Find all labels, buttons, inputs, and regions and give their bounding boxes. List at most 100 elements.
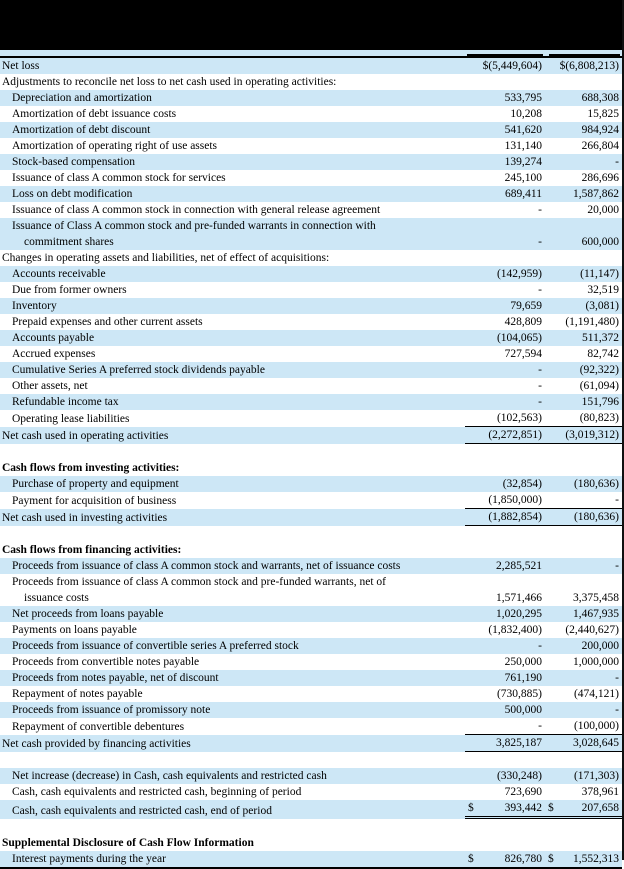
row-label: Issuance of class A common stock for ser… — [12, 172, 226, 184]
amount-cell-col2 — [545, 250, 622, 266]
amount-value: 131,140 — [504, 140, 542, 152]
amount-cell-col1: 533,795 — [465, 90, 545, 106]
amount-value: (80,823) — [579, 412, 619, 424]
amount-cell-col2 — [545, 542, 622, 558]
amount-cell-col1: (142,959) — [465, 266, 545, 282]
amount-cell-col1: 1,571,466 — [465, 590, 545, 606]
amount-cell-col2: 3,375,458 — [545, 590, 622, 606]
dollar-sign: $ — [468, 802, 474, 814]
row-label: Cash, cash equivalents and restricted ca… — [12, 805, 272, 817]
amount-cell-col2: 20,000 — [545, 202, 622, 218]
amount-cell-col2: $1,552,313 — [545, 851, 622, 867]
row-label: Accrued expenses — [12, 348, 96, 360]
amount-cell-col1: 761,190 — [465, 670, 545, 686]
table-row: Adjustments to reconcile net loss to net… — [0, 74, 622, 90]
row-label: Adjustments to reconcile net loss to net… — [2, 76, 337, 88]
amount-value: - — [538, 396, 542, 408]
amount-cell-col2: - — [545, 670, 622, 686]
amount-cell-col2: (1,191,480) — [545, 314, 622, 330]
spacer-row — [0, 819, 622, 835]
amount-value: - — [538, 380, 542, 392]
amount-cell-col2: 984,924 — [545, 122, 622, 138]
row-label: Due from former owners — [12, 284, 127, 296]
amount-cell-col1: $393,442 — [465, 800, 545, 819]
amount-value: (171,303) — [573, 770, 619, 782]
amount-value: (2,272,851) — [488, 429, 542, 441]
table-row: Loss on debt modification 689,411 1,587,86… — [0, 186, 622, 202]
dollar-sign: $ — [548, 802, 554, 814]
amount-cell-col2: 600,000 — [545, 234, 622, 250]
amount-value: 727,594 — [504, 348, 542, 360]
row-label: Amortization of debt issuance costs — [12, 108, 177, 120]
amount-value: - — [615, 672, 619, 684]
amount-value: (3,019,312) — [565, 429, 619, 441]
amount-cell-col2: (92,322) — [545, 362, 622, 378]
amount-value: 1,552,313 — [573, 853, 619, 865]
amount-value: (32,854) — [502, 478, 542, 490]
table-row: Other assets, net - (61,094) — [0, 378, 622, 394]
row-label: Changes in operating assets and liabilit… — [2, 252, 330, 264]
amount-cell-col2: - — [545, 558, 622, 574]
row-label: Prepaid expenses and other current asset… — [12, 316, 203, 328]
amount-value: (1,882,854) — [488, 511, 542, 523]
amount-value: (474,121) — [573, 688, 619, 700]
table-row: Net cash used in investing activities (1,… — [0, 509, 622, 526]
amount-value: (1,191,480) — [565, 316, 619, 328]
amount-value: (100,000) — [573, 720, 619, 732]
amount-value: 688,308 — [581, 92, 619, 104]
amount-cell-col2 — [545, 835, 622, 851]
amount-cell-col1: - — [465, 394, 545, 410]
row-label: Loss on debt modification — [12, 188, 133, 200]
clipped-column-header-underline — [467, 54, 543, 56]
amount-cell-col1: (730,885) — [465, 686, 545, 702]
amount-cell-col2: 15,825 — [545, 106, 622, 122]
amount-value: - — [538, 284, 542, 296]
amount-value: $(5,449,604) — [482, 60, 542, 72]
clipped-header-strip — [0, 50, 622, 56]
row-label: Issuance of class A common stock in conn… — [12, 204, 381, 216]
amount-value: 533,795 — [504, 92, 542, 104]
amount-cell-col2: (474,121) — [545, 686, 622, 702]
amount-value: 1,000,000 — [573, 656, 619, 668]
amount-value: 250,000 — [504, 656, 542, 668]
amount-value: 10,208 — [510, 108, 542, 120]
table-row: Amortization of debt discount 541,620 984,… — [0, 122, 622, 138]
amount-value: 3,028,645 — [573, 737, 619, 749]
amount-value: - — [615, 494, 619, 506]
amount-cell-col1: 131,140 — [465, 138, 545, 154]
row-label: Payments on loans payable — [12, 624, 137, 636]
amount-value: - — [538, 236, 542, 248]
amount-cell-col1 — [465, 835, 545, 851]
amount-cell-col2: (100,000) — [545, 718, 622, 735]
amount-value: (3,081) — [585, 300, 619, 312]
amount-cell-col1: - — [465, 202, 545, 218]
amount-cell-col1: (32,854) — [465, 476, 545, 492]
table-row: Cash, cash equivalents and restricted ca… — [0, 800, 622, 819]
amount-cell-col2: 511,372 — [545, 330, 622, 346]
amount-cell-col1: 500,000 — [465, 702, 545, 718]
amount-value: 207,658 — [581, 802, 619, 814]
amount-cell-col2: 1,467,935 — [545, 606, 622, 622]
row-label: Net cash provided by financing activitie… — [2, 738, 191, 750]
table-row: Repayment of notes payable (730,885) (474,… — [0, 686, 622, 702]
row-label: Cash flows from financing activities: — [2, 544, 182, 556]
table-row: Operating lease liabilities (102,563) (80,… — [0, 410, 622, 427]
amount-value: 200,000 — [581, 640, 619, 652]
amount-value: 2,285,521 — [496, 560, 542, 572]
amount-value: - — [538, 204, 542, 216]
amount-cell-col1: 10,208 — [465, 106, 545, 122]
table-row: Net loss $(5,449,604) $(6,808,213) — [0, 58, 622, 74]
amount-value: - — [538, 640, 542, 652]
amount-value: - — [615, 704, 619, 716]
table-row: Proceeds from issuance of promissory not… — [0, 702, 622, 718]
amount-cell-col2: 688,308 — [545, 90, 622, 106]
amount-value: 984,924 — [581, 124, 619, 136]
table-row: Prepaid expenses and other current asset… — [0, 314, 622, 330]
table-row: Issuance of Class A common stock and pre… — [0, 218, 622, 250]
table-row: Refundable income tax - 151,796 — [0, 394, 622, 410]
amount-cell-col1: (104,065) — [465, 330, 545, 346]
amount-cell-col2: (3,081) — [545, 298, 622, 314]
table-row: Net cash provided by financing activitie… — [0, 735, 622, 752]
table-top-border — [0, 56, 622, 58]
row-label: Proceeds from issuance of class A common… — [12, 576, 386, 604]
